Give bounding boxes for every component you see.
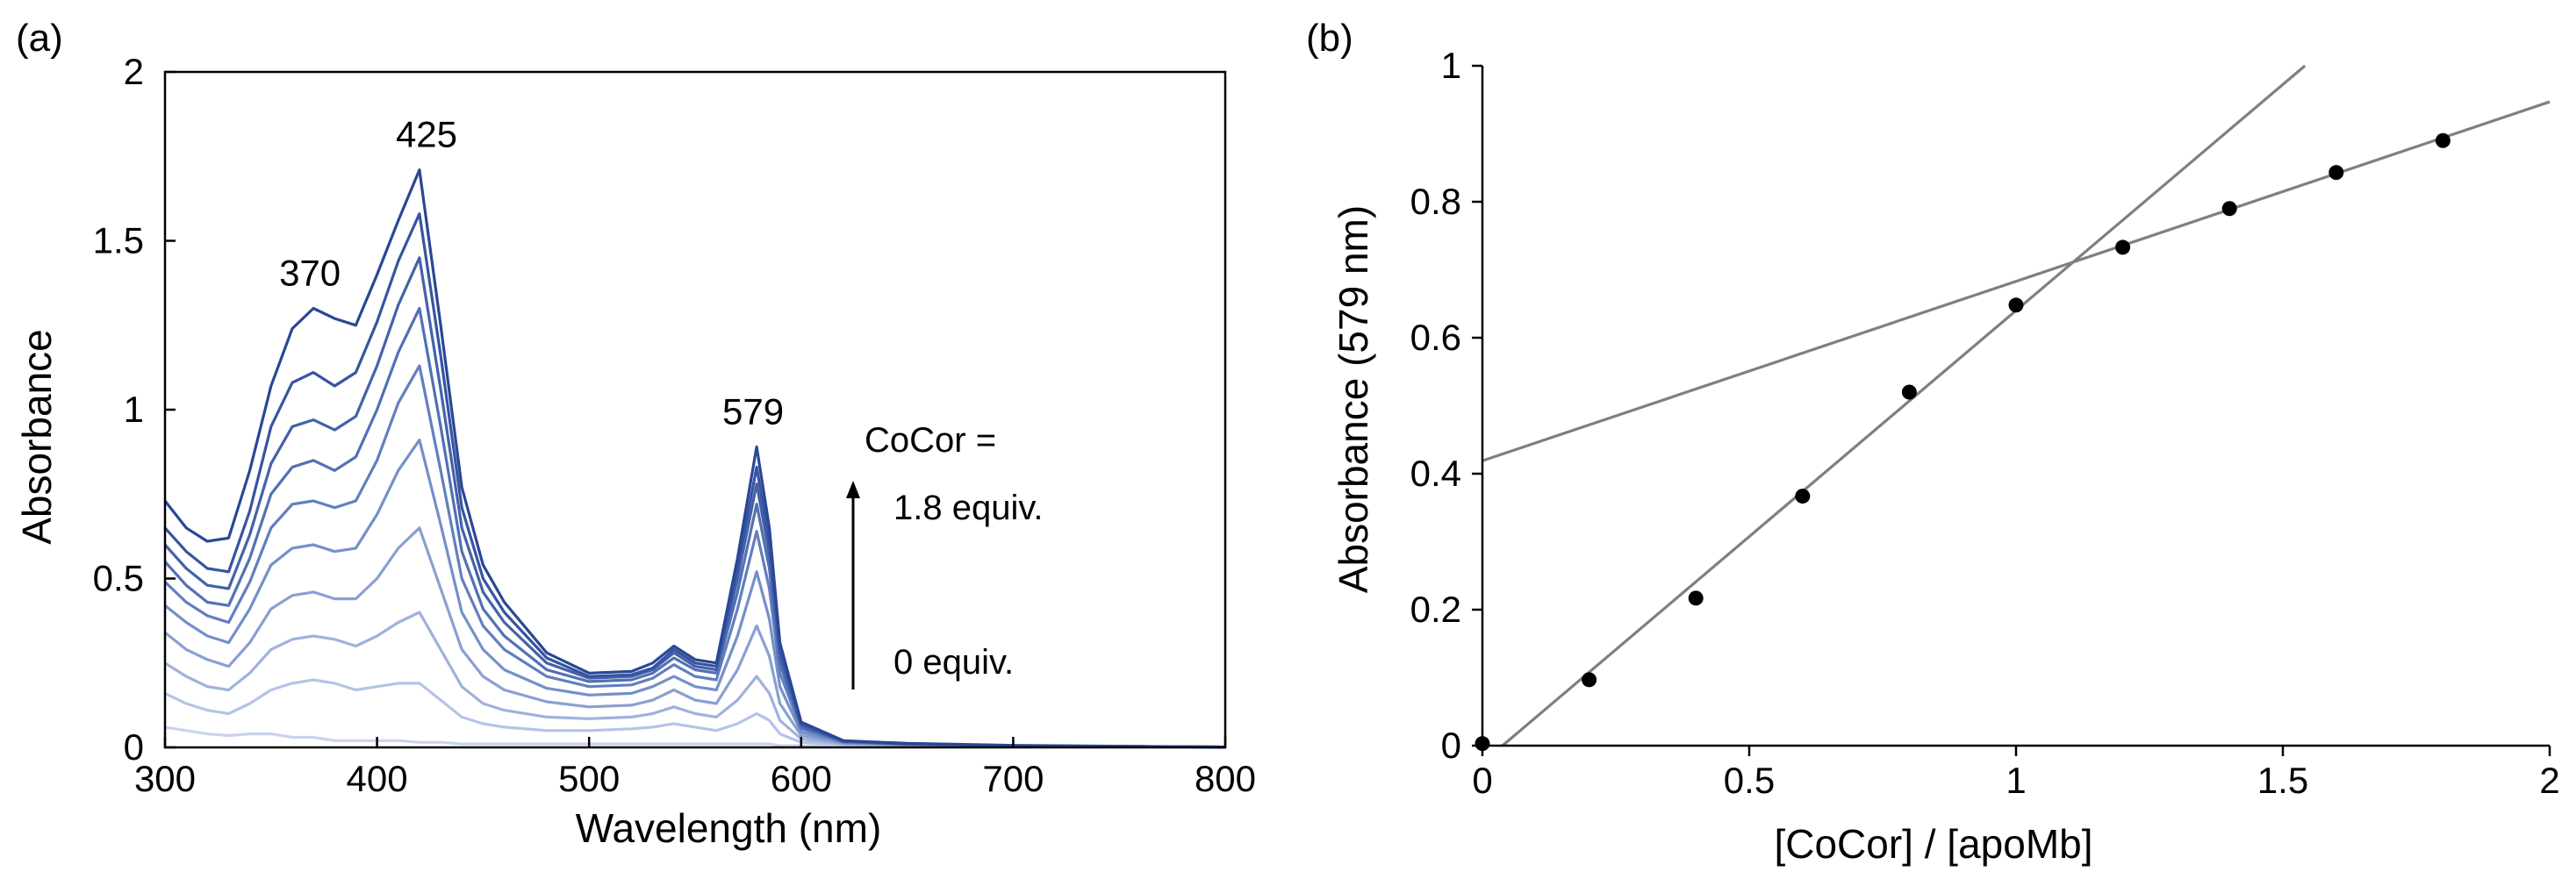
fit-line-0: [1501, 64, 2307, 747]
data-point: [2328, 165, 2344, 181]
y-tick-label: 2: [124, 51, 144, 92]
peak-label-579: 579: [722, 390, 784, 432]
spectrum-line-7: [163, 256, 1226, 749]
annotation-bottom: 0 equiv.: [893, 643, 1014, 682]
y-tick-label: 0.6: [1410, 317, 1461, 358]
x-tick-label: 500: [558, 758, 620, 799]
x-tick-label: 1.5: [2257, 760, 2308, 801]
fit-lines: [1482, 64, 2551, 747]
panel-a-x-axis-label: Wavelength (nm): [576, 805, 882, 851]
fit-line-1: [1482, 100, 2551, 462]
y-tick-label: 0.2: [1410, 589, 1461, 630]
x-tick-label: 0.5: [1724, 760, 1775, 801]
panel-a-frame: [163, 70, 1227, 749]
y-tick-label: 1: [1441, 45, 1461, 86]
panel-a-axes: 300 400 500 600 700 800 0 0.5 1 1.5 2: [93, 51, 1256, 799]
y-tick-label: 0: [1441, 725, 1461, 766]
data-point: [2221, 201, 2237, 217]
y-tick-label: 1.5: [93, 220, 144, 261]
annotation-title: CoCor =: [865, 421, 996, 460]
increase-arrow-head: [846, 481, 860, 498]
spectrum-line-3: [164, 526, 1226, 749]
y-tick-label: 0.4: [1410, 453, 1461, 494]
panel-b-y-axis-label: Absorbance (579 nm): [1331, 205, 1376, 593]
spectrum-line-4: [164, 439, 1226, 749]
data-points: [1475, 132, 2450, 752]
x-tick-label: 0: [1472, 760, 1492, 801]
data-point: [1795, 489, 1811, 504]
x-tick-label: 400: [347, 758, 408, 799]
spectrum-line-5: [163, 364, 1226, 749]
y-tick-label: 0.8: [1410, 181, 1461, 222]
data-point: [1582, 672, 1597, 688]
peak-label-425: 425: [396, 114, 457, 155]
spectra-curves: [163, 168, 1226, 749]
y-tick-label: 1: [124, 389, 144, 430]
y-tick-label: 0: [124, 726, 144, 768]
data-point: [1688, 590, 1704, 606]
panel-a-label: (a): [16, 17, 63, 60]
spectrum-line-1: [164, 678, 1226, 749]
peak-labels: 370 425 579: [279, 114, 784, 432]
data-point: [1901, 384, 1917, 400]
x-tick-label: 600: [771, 758, 832, 799]
y-tick-label: 0.5: [93, 558, 144, 599]
spectrum-line-9: [163, 168, 1226, 749]
annotation-top: 1.8 equiv.: [893, 489, 1044, 527]
data-point: [2115, 239, 2131, 255]
x-tick-label: 800: [1195, 758, 1256, 799]
x-tick-label: 700: [982, 758, 1044, 799]
data-point: [2435, 132, 2450, 148]
panel-b-x-axis-label: [CoCor] / [apoMb]: [1774, 821, 2092, 867]
equivalents-annotation: CoCor = 1.8 equiv. 0 equiv.: [846, 421, 1044, 690]
peak-label-370: 370: [279, 253, 341, 294]
panel-b-label: (b): [1306, 17, 1353, 60]
panel-a-absorbance-spectra: (a) 300 400 500 600 700 800 0 0.5 1 1.5 2 Waveleng…: [14, 17, 1256, 851]
x-tick-label: 300: [134, 758, 196, 799]
spectrum-line-0: [164, 725, 1226, 749]
panel-b-axes: 0 0.5 1 1.5 2 0 0.2 0.4 0.6 0.8 1: [1410, 45, 2560, 801]
spectrum-line-2: [164, 611, 1226, 749]
panel-b-titration-plot: (b) 0 0.5 1 1.5 2 0 0.2 0.4 0.6 0.8 1 [CoCor] / [a…: [1306, 17, 2560, 867]
panel-a-y-axis-label: Absorbance: [14, 329, 60, 545]
data-point: [2008, 297, 2024, 313]
x-tick-label: 2: [2539, 760, 2559, 801]
x-tick-label: 1: [2006, 760, 2026, 801]
